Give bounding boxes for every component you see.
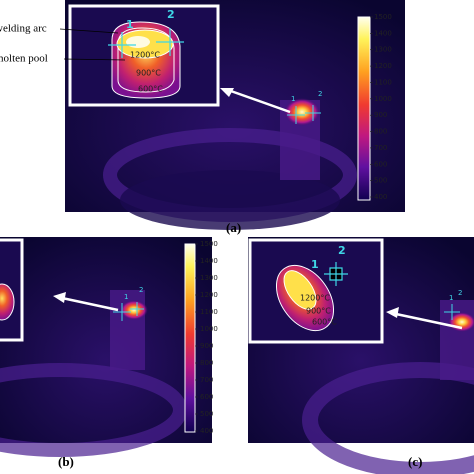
colorbar-label: 800: [374, 128, 387, 136]
hot-spot: [120, 300, 148, 320]
colorbar-label: 700: [200, 376, 213, 384]
colorbar: [184, 243, 196, 433]
colorbar-label: 900: [200, 342, 213, 350]
colorbar-label: 1400: [200, 257, 218, 265]
isotherm-label: 900°C: [136, 69, 161, 78]
arrow-head: [220, 88, 234, 97]
marker: 2: [139, 286, 143, 294]
isotherm-label: 600°C: [312, 318, 337, 327]
marker: 1: [126, 18, 134, 31]
colorbar-label: 1500: [374, 13, 392, 21]
colorbar-label: 400: [374, 193, 387, 201]
colorbar-label: 1000: [374, 95, 392, 103]
colorbar-label: 1200: [200, 291, 218, 299]
molten-pool: [0, 283, 15, 321]
marker: 2: [318, 90, 322, 98]
colorbar-label: 400: [200, 427, 213, 435]
marker: 1: [124, 293, 128, 301]
fixture: [302, 362, 474, 474]
colorbar-label: 1400: [374, 29, 392, 37]
colorbar-label: 500: [374, 177, 387, 185]
panel-label: (c): [408, 454, 422, 469]
leader: [63, 58, 126, 61]
colorbar-label: 1100: [374, 78, 392, 86]
colorbar: [357, 16, 371, 201]
panel-label: (a): [226, 220, 241, 235]
colorbar-label: 900: [374, 111, 387, 119]
arrow-head: [386, 307, 399, 318]
welding-arc: [126, 36, 150, 48]
marker: 2: [458, 289, 462, 297]
colorbar-label: 500: [200, 410, 213, 418]
colorbar-label: 1000: [200, 325, 218, 333]
marker: 1: [311, 258, 319, 271]
arrow: [227, 88, 291, 114]
fixture: [0, 363, 187, 457]
isotherm: [117, 27, 175, 93]
isotherm-label: 900°C: [306, 307, 331, 316]
colorbar-label: 600: [374, 160, 387, 168]
colorbar-label: 700: [374, 144, 387, 152]
colorbar-label: 1300: [200, 274, 218, 282]
panel-label: (b): [58, 454, 74, 469]
leader: [59, 28, 119, 34]
arrow: [395, 312, 463, 330]
isotherm-label: 1200°C: [300, 294, 330, 303]
annotation: molten pool: [0, 53, 48, 65]
colorbar-label: 1500: [200, 240, 218, 248]
isotherm-label: 600°C: [138, 85, 163, 94]
colorbar-label: 1200: [374, 62, 392, 70]
marker: 2: [338, 244, 346, 257]
annotation: welding arc: [0, 23, 47, 35]
marker: 2: [167, 8, 175, 21]
colorbar-label: 1100: [200, 308, 218, 316]
colorbar-label: 800: [200, 359, 213, 367]
hot-spot: [284, 98, 320, 126]
isotherm-label: 1200°C: [130, 51, 160, 60]
arrow-head: [53, 292, 66, 303]
colorbar-label: 1300: [374, 46, 392, 54]
marker: 1: [291, 95, 295, 103]
arrow: [61, 296, 119, 312]
fixture: [120, 170, 340, 230]
welding-arc: [283, 270, 317, 310]
marker: 1: [449, 294, 453, 302]
colorbar-label: 600: [200, 393, 213, 401]
